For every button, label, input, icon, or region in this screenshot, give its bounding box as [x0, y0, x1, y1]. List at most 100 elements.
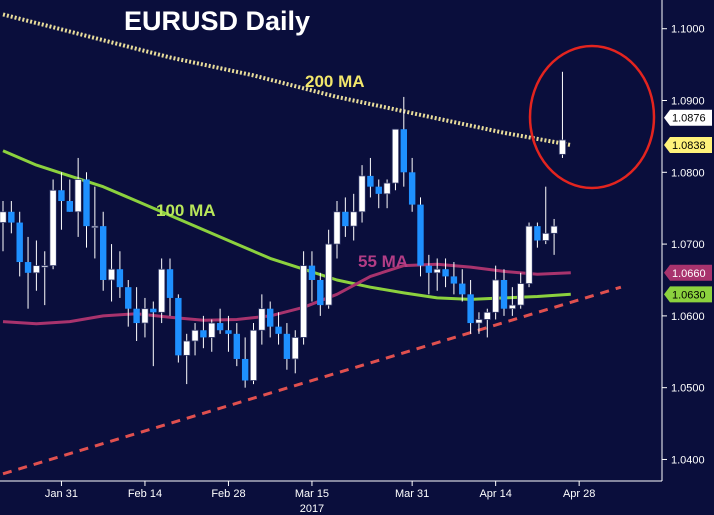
candle-body	[8, 211, 15, 223]
candle-body	[58, 190, 65, 202]
candle-body	[375, 186, 382, 194]
candle-body	[492, 279, 500, 313]
candle	[534, 222, 541, 248]
candle	[325, 229, 333, 309]
candle	[508, 287, 516, 316]
candle	[66, 179, 73, 212]
y-tick-label: 1.0600	[671, 311, 705, 323]
candle-body	[125, 287, 132, 309]
price-tag: 1.0838	[664, 137, 712, 154]
candle	[24, 236, 32, 309]
candle	[391, 128, 400, 191]
candle-body	[91, 225, 99, 229]
candle-body	[558, 139, 567, 155]
candle-body	[408, 172, 416, 205]
candle-body	[249, 329, 258, 381]
ma-line-200-ma	[2, 12, 572, 147]
candle	[258, 294, 266, 345]
candle-body	[299, 265, 308, 338]
y-tick-label: 1.0900	[671, 96, 705, 108]
candle-body	[358, 175, 366, 213]
candle	[367, 157, 374, 198]
candle	[241, 337, 249, 388]
candle	[433, 258, 441, 291]
candle-body	[483, 311, 491, 320]
candle-body	[525, 225, 533, 284]
x-tick-label: Apr 14	[479, 488, 511, 500]
candle	[358, 165, 366, 223]
candle	[233, 323, 240, 367]
chart-title: EURUSD Daily	[124, 6, 311, 36]
candle	[49, 179, 57, 270]
candle	[8, 201, 15, 234]
candle	[350, 193, 358, 241]
candle	[267, 301, 274, 338]
candle-body	[133, 308, 140, 324]
candle-body	[317, 279, 324, 306]
candle-body	[83, 179, 90, 227]
candle-body	[267, 308, 274, 327]
candle	[191, 323, 199, 356]
price-tag-label: 1.0838	[672, 140, 706, 152]
candle	[492, 265, 500, 320]
candle	[16, 211, 23, 277]
x-tick-label: Feb 14	[128, 488, 162, 500]
candle	[83, 172, 90, 248]
y-tick-label: 1.0800	[671, 167, 705, 179]
y-tick-label: 1.0500	[671, 383, 705, 395]
candle-body	[467, 294, 474, 324]
candle-body	[241, 358, 249, 381]
ma-line-55-ma	[2, 262, 571, 326]
candle	[408, 157, 416, 212]
candle	[91, 186, 99, 259]
candle-body	[400, 129, 407, 173]
candle	[333, 201, 341, 259]
candle-body	[49, 189, 57, 267]
price-tag: 1.0876	[664, 109, 712, 126]
candle	[383, 179, 391, 209]
ma100-label: 100 MA	[156, 201, 216, 220]
candle-body	[175, 297, 182, 356]
x-tick-label: Mar 15	[295, 488, 329, 500]
candle-body	[225, 330, 232, 334]
candle	[417, 197, 424, 277]
candle-body	[308, 265, 316, 280]
support-trendline	[2, 285, 622, 476]
price-tag-box	[664, 286, 712, 303]
candle	[249, 323, 258, 385]
candle-body	[66, 201, 73, 212]
candle	[0, 201, 7, 252]
candle-body	[191, 329, 199, 342]
candle	[74, 157, 82, 237]
candle	[141, 297, 149, 338]
candle-body	[475, 319, 483, 324]
candle-body	[200, 330, 207, 338]
candle	[517, 272, 525, 309]
candle-body	[517, 283, 525, 306]
candle	[100, 211, 107, 291]
x-tick-label: Feb 28	[211, 488, 245, 500]
y-tick-label: 1.1000	[671, 24, 705, 36]
candle	[41, 251, 49, 306]
candle-body	[100, 226, 107, 280]
candle	[175, 294, 182, 363]
price-tag-label: 1.0660	[672, 268, 706, 280]
candle	[125, 279, 132, 327]
price-tag-box	[664, 264, 712, 281]
candle	[32, 240, 41, 291]
candle-body	[500, 279, 508, 309]
candle-body	[208, 322, 216, 338]
candle	[216, 308, 224, 334]
candle-body	[417, 204, 424, 266]
candle	[400, 96, 407, 187]
candle-body	[32, 265, 41, 274]
candle	[342, 197, 349, 237]
candle-body	[367, 175, 374, 187]
candle	[58, 172, 65, 230]
candle-body	[391, 128, 400, 184]
candle-body	[534, 226, 541, 241]
candle	[283, 323, 291, 370]
candle-body	[116, 269, 124, 288]
candle	[550, 218, 558, 255]
price-tag-label: 1.0876	[672, 113, 706, 125]
